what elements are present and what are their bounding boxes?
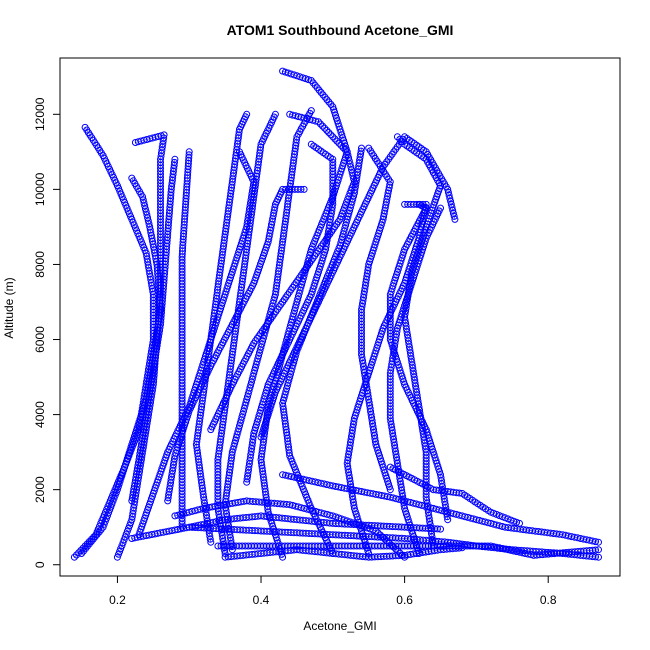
- data-point: [243, 110, 251, 118]
- series-line: [260, 136, 456, 438]
- connector-lines: [74, 70, 599, 558]
- data-point: [128, 174, 136, 182]
- y-tick-label: 4000: [33, 401, 47, 428]
- data-point: [307, 140, 315, 148]
- series-line: [389, 207, 441, 554]
- data-point: [343, 148, 351, 156]
- series-line: [195, 114, 248, 543]
- x-tick-label: 0.6: [396, 593, 413, 607]
- series-line: [225, 547, 463, 558]
- series-line: [389, 204, 449, 520]
- data-point: [174, 511, 182, 519]
- x-axis-label: Acetone_GMI: [303, 619, 376, 633]
- data-point: [592, 538, 599, 546]
- data-point: [437, 204, 444, 212]
- x-tick-label: 0.4: [253, 593, 270, 607]
- data-point: [450, 212, 458, 220]
- data-point: [289, 111, 297, 119]
- data-point: [595, 538, 602, 546]
- series-line: [210, 113, 355, 430]
- series-line: [361, 147, 391, 490]
- data-point: [81, 123, 89, 131]
- series-line: [246, 143, 334, 483]
- data-point: [325, 129, 333, 136]
- data-point: [365, 144, 373, 152]
- series-line: [174, 500, 405, 558]
- series-line: [217, 545, 599, 556]
- series-line: [138, 151, 255, 535]
- data-point: [337, 141, 345, 149]
- data-point: [358, 144, 365, 152]
- y-tick-label: 0: [33, 561, 47, 568]
- series-line: [131, 526, 599, 558]
- data-point: [139, 196, 147, 204]
- y-tick-label: 2000: [33, 476, 47, 503]
- data-point: [319, 122, 327, 130]
- data-point: [73, 551, 80, 559]
- data-point: [321, 93, 329, 101]
- data-point: [381, 535, 389, 543]
- data-point: [279, 67, 287, 75]
- series-line: [224, 110, 312, 550]
- series-line: [189, 515, 441, 530]
- series-line: [397, 136, 441, 547]
- data-point: [335, 139, 343, 147]
- series-line: [131, 159, 176, 501]
- data-point: [451, 215, 459, 223]
- y-tick-label: 12000: [33, 97, 47, 131]
- data-point: [327, 131, 335, 139]
- data-point: [331, 135, 339, 143]
- y-axis-label: Altitude (m): [2, 277, 16, 338]
- data-point: [329, 133, 337, 141]
- series-line: [217, 114, 276, 554]
- data-point: [131, 139, 139, 146]
- data-points: [70, 67, 602, 561]
- series-line: [282, 474, 599, 543]
- data-point: [134, 138, 142, 146]
- series-line: [390, 466, 520, 524]
- x-tick-label: 0.2: [109, 593, 126, 607]
- series-line: [260, 70, 348, 558]
- data-point: [171, 512, 179, 520]
- data-point: [307, 107, 315, 115]
- data-point: [89, 535, 97, 543]
- x-tick-label: 0.8: [540, 593, 557, 607]
- series-line: [74, 127, 154, 558]
- y-tick-label: 10000: [33, 172, 47, 206]
- series-line: [167, 189, 305, 501]
- data-point: [516, 519, 523, 527]
- y-tick-label: 8000: [33, 251, 47, 278]
- series-line: [181, 151, 190, 528]
- series-line: [282, 148, 362, 554]
- y-axis: 0 2000 4000 6000 8000 10000 12000: [33, 97, 61, 568]
- x-axis: 0.2 0.4 0.6 0.8: [109, 575, 557, 607]
- y-tick-label: 6000: [33, 326, 47, 353]
- data-point: [271, 110, 279, 118]
- data-point: [323, 126, 331, 134]
- data-point: [321, 124, 329, 132]
- data-point: [341, 146, 349, 154]
- series-line: [81, 177, 161, 554]
- data-point: [286, 110, 294, 118]
- series-line: [346, 204, 427, 554]
- data-point: [70, 553, 78, 561]
- series-line: [117, 134, 165, 558]
- chart-title: ATOM1 Southbound Acetone_GMI: [227, 22, 454, 38]
- data-point: [333, 137, 341, 145]
